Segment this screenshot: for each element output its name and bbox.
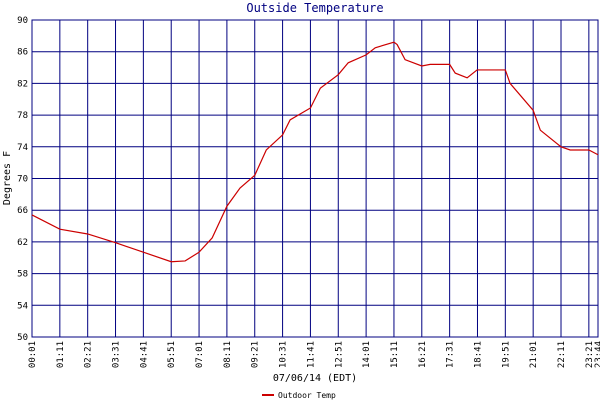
x-tick-label: 05:51: [167, 341, 177, 368]
x-tick-label: 22:11: [557, 341, 567, 368]
y-tick-label: 58: [17, 270, 28, 280]
y-tick-label: 70: [17, 175, 28, 185]
x-tick-label: 04:41: [139, 341, 149, 368]
plot-frame: [31, 19, 599, 338]
x-tick-label: 03:31: [112, 341, 122, 368]
x-tick-label: 02:21: [84, 341, 94, 368]
line-series: [31, 41, 599, 263]
y-tick-label: 90: [17, 16, 28, 26]
y-tick-label: 50: [17, 333, 28, 343]
y-tick-label: 74: [17, 143, 28, 153]
x-tick-label: 15:11: [390, 341, 400, 368]
x-tick-label: 18:41: [473, 341, 483, 368]
x-tick-label: 00:01: [28, 341, 38, 368]
legend-label: Outdoor Temp: [278, 391, 336, 400]
y-axis-label: Degrees F: [2, 151, 13, 205]
x-tick-label: 16:21: [418, 341, 428, 368]
y-tick-label: 62: [17, 238, 28, 248]
y-tick-label: 82: [17, 79, 28, 89]
x-tick-label: 10:31: [279, 341, 289, 368]
x-tick-label: 09:21: [251, 341, 261, 368]
x-axis-label: 07/06/14 (EDT): [273, 373, 357, 384]
x-tick-label: 12:51: [334, 341, 344, 368]
x-tick-label: 07:01: [195, 341, 205, 368]
x-tick-label: 23:44: [594, 341, 600, 368]
x-tick-label: 01:11: [56, 341, 66, 368]
x-tick-label: 14:01: [362, 341, 372, 368]
chart-title: Outside Temperature: [246, 1, 383, 15]
y-tick-label: 54: [17, 301, 28, 311]
x-tick-label: 19:51: [501, 341, 511, 368]
x-tick-label: 21:01: [529, 341, 539, 368]
x-tick-label: 17:31: [446, 341, 456, 368]
x-tick-label: 11:41: [306, 341, 316, 368]
y-tick-label: 86: [17, 48, 28, 58]
y-tick-label: 78: [17, 111, 28, 121]
x-tick-label: 23:21: [585, 341, 595, 368]
x-tick-label: 08:11: [223, 341, 233, 368]
y-tick-label: 66: [17, 206, 28, 216]
